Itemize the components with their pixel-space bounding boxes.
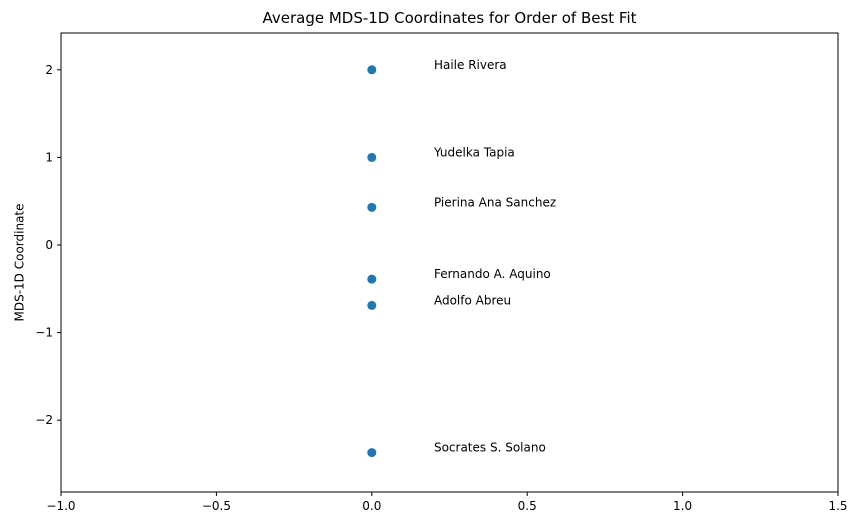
data-point-label: Socrates S. Solano <box>434 441 546 455</box>
data-point-label: Pierina Ana Sanchez <box>434 195 556 209</box>
point-labels: Haile Rivera Yudelka Tapia Pierina Ana San… <box>433 58 556 455</box>
data-point-label: Adolfo Abreu <box>434 293 511 307</box>
y-tick-label: 1 <box>45 150 53 164</box>
x-tick-label: 1.5 <box>828 499 847 513</box>
x-tick-label: 0.5 <box>518 499 537 513</box>
y-tick-label: −2 <box>35 413 53 427</box>
y-axis-label: MDS-1D Coordinate <box>13 203 27 321</box>
x-tick-label: 1.0 <box>673 499 692 513</box>
data-point <box>367 300 377 310</box>
data-point <box>367 448 377 458</box>
y-tick-label: 2 <box>45 63 53 77</box>
y-tick-label: 0 <box>45 238 53 252</box>
data-point-label: Yudelka Tapia <box>433 145 515 159</box>
x-tick-label: 0.0 <box>362 499 381 513</box>
plot-area-frame <box>60 32 839 493</box>
x-tick-label: −0.5 <box>202 499 231 513</box>
data-point-label: Haile Rivera <box>434 58 507 72</box>
data-point <box>367 274 377 284</box>
data-point <box>367 202 377 212</box>
data-point <box>367 152 377 162</box>
y-tick-label: −1 <box>35 326 53 340</box>
chart-title: Average MDS-1D Coordinates for Order of … <box>262 9 636 27</box>
x-axis-ticks: −1.0 −0.5 0.0 0.5 1.0 1.5 <box>46 492 848 513</box>
data-point-label: Fernando A. Aquino <box>434 267 551 281</box>
x-tick-label: −1.0 <box>46 499 75 513</box>
data-points <box>367 65 377 458</box>
y-axis-ticks: 2 1 0 −1 −2 <box>35 63 61 427</box>
data-point <box>367 65 377 75</box>
